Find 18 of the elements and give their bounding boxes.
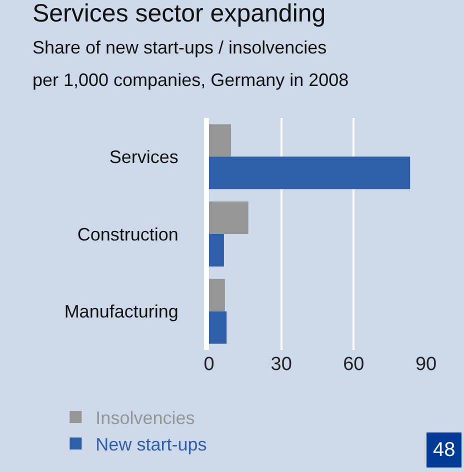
bar [209, 311, 227, 344]
x-tick-label: 60 [343, 354, 364, 375]
y-tick-label: Construction [77, 224, 178, 244]
bar [209, 124, 231, 157]
chart-subtitle: Share of new start-ups / insolvencies per 1,000 companies, Germany in 2008 [32, 38, 349, 90]
chart-title: Services sector expanding [32, 0, 326, 28]
legend-label: New start-ups [96, 434, 207, 454]
bar [209, 156, 410, 190]
y-tick-label: Services [109, 146, 178, 167]
text: 48 [433, 439, 456, 461]
x-tick-label: 0 [204, 354, 214, 375]
bar [209, 202, 248, 234]
x-tick-label: 90 [415, 354, 437, 375]
legend-label: Insolvencies [96, 408, 195, 428]
bar [209, 234, 224, 266]
y-tick-label: Manufacturing [64, 302, 178, 322]
bar [209, 278, 225, 312]
x-tick-label: 30 [270, 354, 292, 375]
